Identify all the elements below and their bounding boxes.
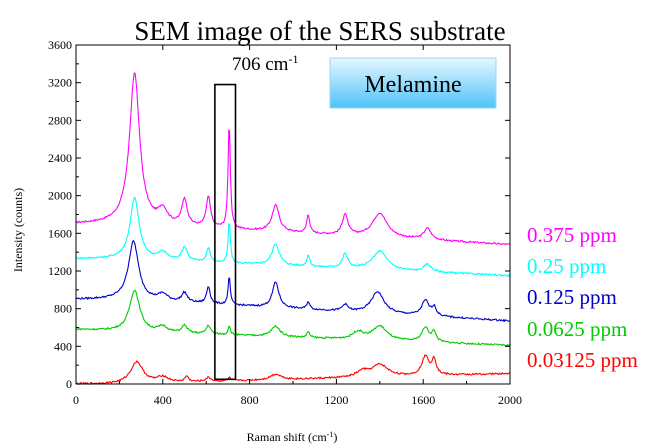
x-tick-label: 800 — [241, 393, 259, 407]
series-line — [75, 72, 511, 246]
y-tick-label: 2000 — [48, 189, 72, 203]
y-tick-label: 2400 — [48, 151, 72, 165]
inset-label: Melamine — [364, 72, 461, 98]
peak-annotation: 706 cm-1 — [232, 52, 298, 75]
y-tick-label: 1200 — [48, 264, 72, 278]
series-line — [75, 289, 511, 347]
legend-entry: 0.0625 ppm — [527, 317, 627, 341]
y-axis-label: Intensity (counts) — [11, 188, 25, 272]
plot-area: 0 400 800 1200 1600 2000 0 400 800 1200 1600 2000 24… — [48, 38, 522, 407]
x-tick-label: 1600 — [411, 393, 435, 407]
legend-entry: 0.125 ppm — [527, 285, 617, 309]
y-tick-label: 3600 — [48, 38, 72, 52]
legend-entry: 0.03125 ppm — [527, 348, 638, 372]
series-line — [75, 196, 511, 278]
x-tick-label: 2000 — [498, 393, 522, 407]
inset-label-box — [329, 57, 497, 109]
series-line — [75, 354, 510, 385]
y-tick-label: 0 — [66, 377, 72, 391]
y-tick-label: 400 — [54, 339, 72, 353]
series-line — [75, 239, 511, 323]
y-tick-label: 2800 — [48, 113, 72, 127]
y-tick-label: 800 — [54, 302, 72, 316]
x-axis-label-close: ) — [333, 430, 337, 444]
legend-entry: 0.375 ppm — [527, 223, 617, 247]
y-tick-label: 1600 — [48, 226, 72, 240]
x-tick-label: 0 — [73, 393, 79, 407]
x-axis-label-sup: -1 — [327, 430, 334, 439]
legend-entry: 0.25 ppm — [527, 254, 606, 278]
peak-annotation-sup: -1 — [288, 52, 298, 66]
chart-title: SEM image of the SERS substrate — [134, 16, 505, 46]
x-tick-label: 1200 — [324, 393, 348, 407]
y-tick-label: 3200 — [48, 76, 72, 90]
x-axis-label: Raman shift (cm-1) — [247, 430, 338, 445]
peak-annotation-main: 706 cm — [232, 54, 289, 75]
peak-highlight-box — [214, 83, 237, 381]
x-tick-label: 400 — [154, 393, 172, 407]
x-axis-label-main: Raman shift (cm — [247, 430, 328, 444]
